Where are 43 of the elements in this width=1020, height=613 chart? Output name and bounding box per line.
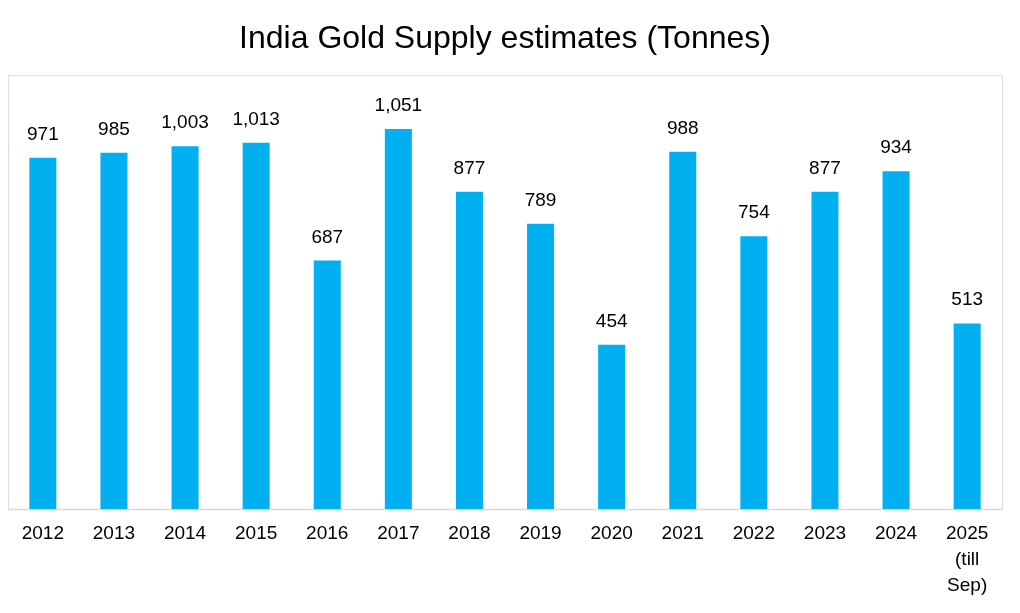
bar xyxy=(29,157,57,509)
bar xyxy=(882,171,910,509)
data-label: 513 xyxy=(951,288,984,310)
chart-title: India Gold Supply estimates (Tonnes) xyxy=(239,19,771,55)
data-label: 877 xyxy=(809,156,841,178)
bar xyxy=(384,128,412,509)
bar xyxy=(242,142,270,509)
data-label: 789 xyxy=(524,188,557,210)
x-tick-label: 2015 xyxy=(235,521,278,543)
bar xyxy=(171,146,199,509)
bar xyxy=(527,223,555,509)
bar xyxy=(455,191,483,509)
bar xyxy=(100,152,128,509)
x-tick-label: 2024 xyxy=(874,521,918,543)
x-tick-label: 2013 xyxy=(92,521,136,543)
x-tick-label: 2012 xyxy=(21,521,64,543)
x-tick-label: 2020 xyxy=(590,521,633,543)
x-tick-label: 2016 xyxy=(306,521,349,543)
data-label: 1,013 xyxy=(232,107,280,129)
bar xyxy=(313,260,341,509)
data-label: 988 xyxy=(666,116,699,138)
data-label: 934 xyxy=(880,136,913,158)
bar xyxy=(669,151,697,509)
data-label: 877 xyxy=(453,156,486,178)
bar xyxy=(598,344,626,509)
data-label: 985 xyxy=(98,117,130,139)
data-label: 454 xyxy=(595,309,628,331)
data-label: 754 xyxy=(738,201,771,223)
x-tick-label: 2017 xyxy=(377,521,420,543)
data-label: 687 xyxy=(311,225,344,247)
x-tick-label: 2022 xyxy=(732,521,775,543)
x-tick-label: 2021 xyxy=(661,521,704,543)
bar xyxy=(811,191,839,509)
x-tick-label: 2019 xyxy=(519,521,562,543)
data-label: 1,003 xyxy=(161,111,209,133)
x-tick-label: 2014 xyxy=(163,521,207,543)
x-tick-label: 2025 (till Sep) xyxy=(946,521,989,595)
x-tick-label: 2023 xyxy=(803,521,847,543)
data-label: 1,051 xyxy=(374,93,423,115)
x-tick-label: 2018 xyxy=(448,521,491,543)
bar xyxy=(740,236,768,509)
bar xyxy=(953,323,981,509)
data-label: 971 xyxy=(26,122,59,144)
